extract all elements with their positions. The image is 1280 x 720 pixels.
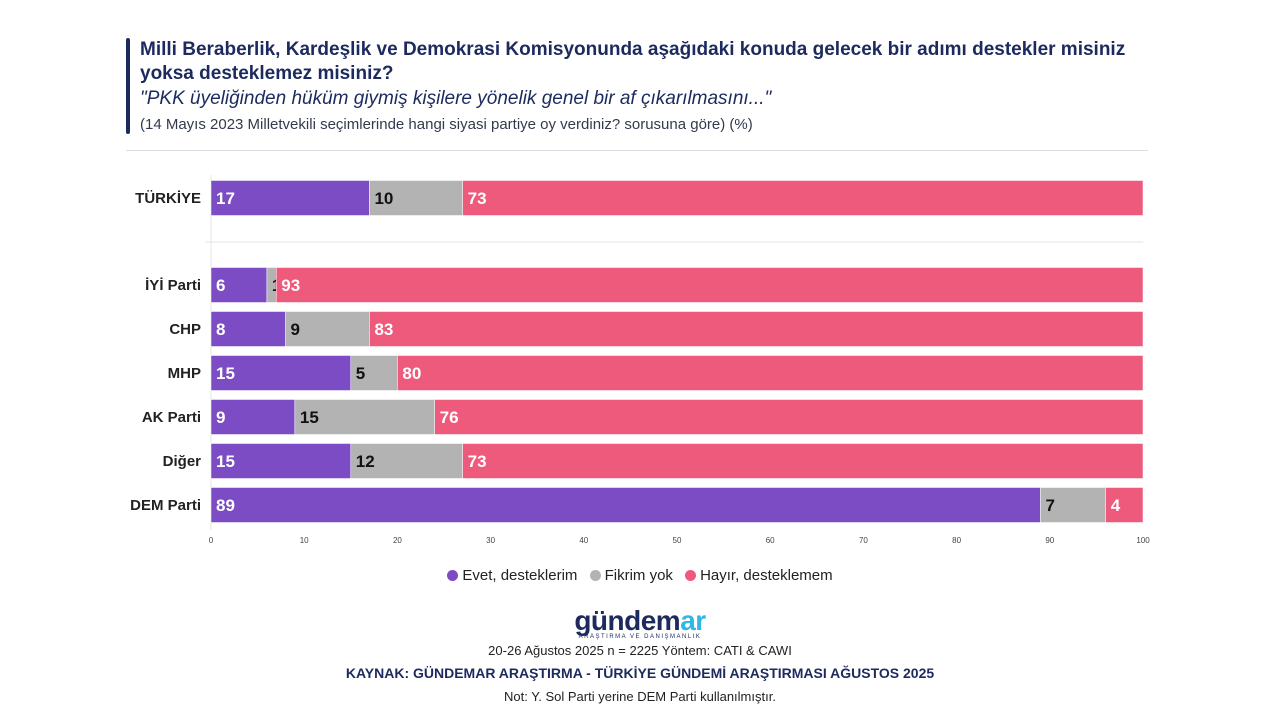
title-accent-bar bbox=[126, 38, 130, 134]
data-label-hayir: 80 bbox=[402, 364, 421, 383]
logo-main-text: gündem bbox=[574, 605, 681, 636]
x-tick-label: 50 bbox=[673, 536, 682, 545]
method-note: 20-26 Ağustos 2025 n = 2225 Yöntem: CATI… bbox=[488, 643, 792, 658]
x-tick-label: 70 bbox=[859, 536, 868, 545]
legend-item-fikrim: Fikrim yok bbox=[589, 567, 673, 584]
bar-hayir-chp bbox=[369, 311, 1144, 347]
legend-item-evet: Evet, desteklerim bbox=[447, 567, 577, 584]
legend-dot-hayir bbox=[685, 570, 697, 581]
bar-fikrim-chp bbox=[285, 311, 370, 347]
data-label-evet: 6 bbox=[216, 276, 225, 295]
data-label-fikrim: 12 bbox=[356, 452, 375, 471]
data-label-fikrim: 7 bbox=[1045, 496, 1054, 515]
x-tick-label: 20 bbox=[393, 536, 402, 545]
bar-hayir-dem-parti bbox=[1105, 487, 1144, 523]
gundemar-logo: gündemar ARAŞTIRMA VE DANIŞMANLIK bbox=[0, 606, 1280, 641]
data-label-evet: 15 bbox=[216, 452, 235, 471]
logo-accent-text: ar bbox=[680, 605, 706, 636]
category-label: TÜRKİYE bbox=[135, 190, 201, 207]
bar-hayir-ak-parti bbox=[434, 399, 1144, 435]
bar-hayir-i-yi-parti bbox=[275, 267, 1144, 303]
bar-hayir-di-er bbox=[462, 443, 1144, 479]
x-tick-label: 60 bbox=[766, 536, 775, 545]
bar-fikrim-t-rki-ye bbox=[369, 180, 463, 216]
data-label-hayir: 73 bbox=[468, 452, 487, 471]
x-tick-label: 30 bbox=[486, 536, 495, 545]
data-label-hayir: 93 bbox=[281, 276, 300, 295]
bar-evet-di-er bbox=[210, 443, 352, 479]
legend-dot-evet bbox=[447, 570, 459, 581]
x-tick-label: 10 bbox=[300, 536, 309, 545]
data-label-evet: 9 bbox=[216, 408, 225, 427]
bar-evet-dem-parti bbox=[210, 487, 1041, 523]
bar-hayir-mhp bbox=[397, 355, 1144, 391]
data-label-evet: 8 bbox=[216, 320, 225, 339]
chart-quote: "PKK üyeliğinden hüküm giymiş kişilere y… bbox=[140, 88, 772, 109]
category-label: CHP bbox=[169, 321, 201, 338]
data-label-evet: 89 bbox=[216, 496, 235, 515]
category-label: AK Parti bbox=[142, 409, 201, 426]
bar-evet-chp bbox=[210, 311, 286, 347]
data-label-hayir: 4 bbox=[1111, 496, 1121, 515]
legend-dot-fikrim bbox=[589, 570, 601, 581]
data-label-fikrim: 5 bbox=[356, 364, 365, 383]
chart-title: Milli Beraberlik, Kardeşlik ve Demokrasi… bbox=[140, 39, 1126, 84]
footnote: Not: Y. Sol Parti yerine DEM Parti kulla… bbox=[504, 689, 776, 704]
data-label-hayir: 73 bbox=[468, 189, 487, 208]
logo-wordmark: gündemar bbox=[0, 606, 1280, 636]
legend-item-hayir: Hayır, desteklemem bbox=[685, 567, 833, 584]
chart-subtitle: (14 Mayıs 2023 Milletvekili seçimlerinde… bbox=[140, 116, 753, 133]
data-label-evet: 15 bbox=[216, 364, 235, 383]
x-tick-label: 80 bbox=[952, 536, 961, 545]
data-label-fikrim: 9 bbox=[291, 320, 300, 339]
legend-label-evet: Evet, desteklerim bbox=[462, 567, 578, 584]
source-line: KAYNAK: GÜNDEMAR ARAŞTIRMA - TÜRKİYE GÜN… bbox=[345, 665, 935, 681]
chart-legend: Evet, desteklerim Fikrim yok Hayır, dest… bbox=[0, 567, 1280, 585]
bar-evet-i-yi-parti bbox=[210, 267, 268, 303]
data-label-hayir: 76 bbox=[440, 408, 459, 427]
data-label-fikrim: 15 bbox=[300, 408, 319, 427]
legend-label-fikrim: Fikrim yok bbox=[604, 567, 673, 584]
x-tick-label: 90 bbox=[1045, 536, 1054, 545]
category-label: Diğer bbox=[163, 453, 202, 470]
x-tick-label: 0 bbox=[209, 536, 214, 545]
bar-evet-t-rki-ye bbox=[210, 180, 370, 216]
x-tick-label: 40 bbox=[579, 536, 588, 545]
bar-evet-mhp bbox=[210, 355, 352, 391]
category-label: İYİ Parti bbox=[145, 277, 201, 294]
data-label-fikrim: 10 bbox=[374, 189, 393, 208]
bar-hayir-t-rki-ye bbox=[462, 180, 1144, 216]
data-label-evet: 17 bbox=[216, 189, 235, 208]
header-divider bbox=[126, 150, 1148, 151]
data-label-hayir: 83 bbox=[374, 320, 393, 339]
category-label: DEM Parti bbox=[130, 497, 201, 514]
x-tick-label: 100 bbox=[1136, 536, 1150, 545]
category-label: MHP bbox=[168, 365, 201, 382]
logo-subtitle: ARAŞTIRMA VE DANIŞMANLIK bbox=[578, 634, 702, 640]
legend-label-hayir: Hayır, desteklemem bbox=[700, 567, 833, 584]
bar-fikrim-di-er bbox=[350, 443, 463, 479]
bar-fikrim-dem-parti bbox=[1040, 487, 1106, 523]
bar-fikrim-ak-parti bbox=[294, 399, 435, 435]
